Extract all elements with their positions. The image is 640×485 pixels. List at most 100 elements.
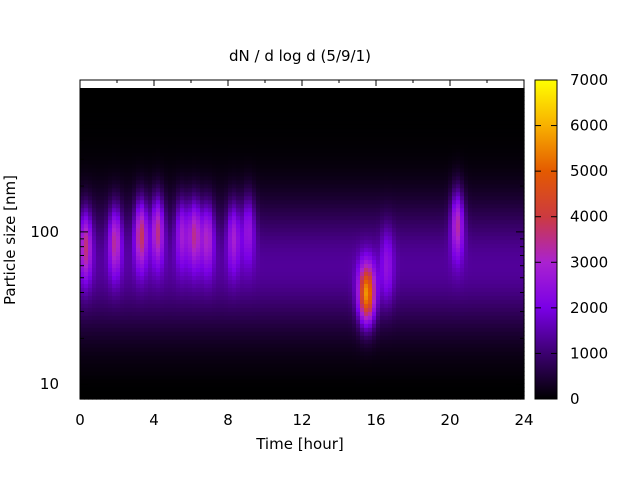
heatmap-cell bbox=[296, 139, 301, 145]
heatmap-cell bbox=[244, 255, 249, 261]
heatmap-cell bbox=[124, 231, 129, 237]
heatmap-cell bbox=[120, 151, 125, 157]
heatmap-cell bbox=[292, 123, 297, 129]
heatmap-cell bbox=[316, 247, 321, 253]
heatmap-cell bbox=[288, 163, 293, 169]
heatmap-cell bbox=[164, 335, 169, 340]
heatmap-cell bbox=[212, 175, 217, 181]
heatmap-cell bbox=[96, 171, 101, 177]
heatmap-cell bbox=[168, 263, 173, 269]
heatmap-cell bbox=[88, 147, 93, 153]
heatmap-cell bbox=[200, 343, 205, 348]
heatmap-cell bbox=[224, 359, 229, 364]
heatmap-cell bbox=[104, 323, 109, 328]
heatmap-cell bbox=[328, 283, 333, 288]
heatmap-cell bbox=[148, 207, 153, 213]
heatmap-cell bbox=[176, 123, 181, 129]
heatmap-cell bbox=[164, 387, 169, 392]
heatmap-cell bbox=[308, 167, 313, 173]
heatmap-cell bbox=[260, 195, 265, 201]
heatmap-cell bbox=[184, 111, 189, 117]
heatmap-cell bbox=[128, 339, 133, 344]
heatmap-cell bbox=[268, 287, 273, 292]
heatmap-cell bbox=[100, 291, 105, 296]
heatmap-cell bbox=[164, 235, 169, 241]
heatmap-cell bbox=[324, 259, 329, 265]
heatmap-cell bbox=[292, 199, 297, 205]
heatmap-cell bbox=[148, 231, 153, 237]
heatmap-cell bbox=[92, 235, 97, 241]
heatmap-cell bbox=[104, 231, 109, 237]
heatmap-cell bbox=[192, 363, 197, 368]
heatmap-cell bbox=[152, 351, 157, 356]
heatmap-cell bbox=[196, 315, 201, 320]
heatmap-cell bbox=[180, 343, 185, 348]
heatmap-cell bbox=[92, 147, 97, 153]
heatmap-cell bbox=[156, 107, 161, 113]
heatmap-cell bbox=[232, 167, 237, 173]
heatmap-cell bbox=[172, 359, 177, 364]
heatmap-cell bbox=[104, 351, 109, 356]
heatmap-cell bbox=[104, 275, 109, 280]
heatmap-cell bbox=[328, 155, 333, 161]
heatmap-cell bbox=[160, 147, 165, 153]
heatmap-cell bbox=[192, 95, 197, 101]
heatmap-cell bbox=[100, 151, 105, 157]
heatmap-cell bbox=[304, 247, 309, 253]
heatmap-cell bbox=[272, 135, 277, 141]
heatmap-cell bbox=[216, 195, 221, 201]
heatmap-cell bbox=[100, 187, 105, 193]
heatmap-cell bbox=[236, 303, 241, 308]
heatmap-cell bbox=[296, 391, 301, 396]
heatmap-cell bbox=[216, 199, 221, 205]
heatmap-cell bbox=[260, 387, 265, 392]
heatmap-cell bbox=[148, 155, 153, 161]
heatmap-cell bbox=[220, 255, 225, 261]
heatmap-cell bbox=[96, 131, 101, 137]
heatmap-cell bbox=[272, 123, 277, 129]
heatmap-cell bbox=[136, 207, 141, 213]
heatmap-cell bbox=[288, 339, 293, 344]
heatmap-cell bbox=[248, 223, 253, 229]
heatmap-cell bbox=[208, 327, 213, 332]
heatmap-cell bbox=[116, 355, 121, 360]
heatmap-cell bbox=[244, 219, 249, 225]
heatmap-cell bbox=[116, 255, 121, 261]
heatmap-cell bbox=[328, 351, 333, 356]
heatmap-cell bbox=[132, 263, 137, 269]
heatmap-cell bbox=[184, 331, 189, 336]
heatmap-cell bbox=[172, 279, 177, 284]
heatmap-cell bbox=[232, 139, 237, 145]
heatmap-cell bbox=[200, 351, 205, 356]
heatmap-cell bbox=[144, 159, 149, 165]
heatmap-cell bbox=[232, 291, 237, 296]
heatmap-cell bbox=[324, 363, 329, 368]
heatmap-cell bbox=[116, 287, 121, 292]
heatmap-cell bbox=[140, 343, 145, 348]
heatmap-cell bbox=[272, 219, 277, 225]
heatmap-cell bbox=[188, 143, 193, 149]
heatmap-cell bbox=[316, 347, 321, 352]
heatmap-cell bbox=[200, 319, 205, 324]
heatmap-cell bbox=[80, 395, 85, 400]
heatmap-cell bbox=[140, 271, 145, 276]
heatmap-cell bbox=[216, 379, 221, 384]
heatmap-cell bbox=[336, 383, 341, 388]
heatmap-cell bbox=[312, 363, 317, 368]
heatmap-cell bbox=[284, 143, 289, 149]
heatmap-cell bbox=[292, 259, 297, 265]
heatmap-cell bbox=[228, 371, 233, 376]
heatmap-cell bbox=[292, 303, 297, 308]
heatmap-cell bbox=[152, 267, 157, 273]
heatmap-cell bbox=[116, 99, 121, 105]
heatmap-cell bbox=[212, 143, 217, 149]
heatmap-cell bbox=[296, 119, 301, 125]
heatmap-cell bbox=[284, 291, 289, 296]
heatmap-cell bbox=[296, 307, 301, 312]
heatmap-cell bbox=[88, 243, 93, 249]
heatmap-cell bbox=[248, 215, 253, 221]
heatmap-cell bbox=[320, 387, 325, 392]
heatmap-cell bbox=[280, 263, 285, 269]
heatmap-cell bbox=[112, 279, 117, 284]
heatmap-cell bbox=[192, 191, 197, 197]
